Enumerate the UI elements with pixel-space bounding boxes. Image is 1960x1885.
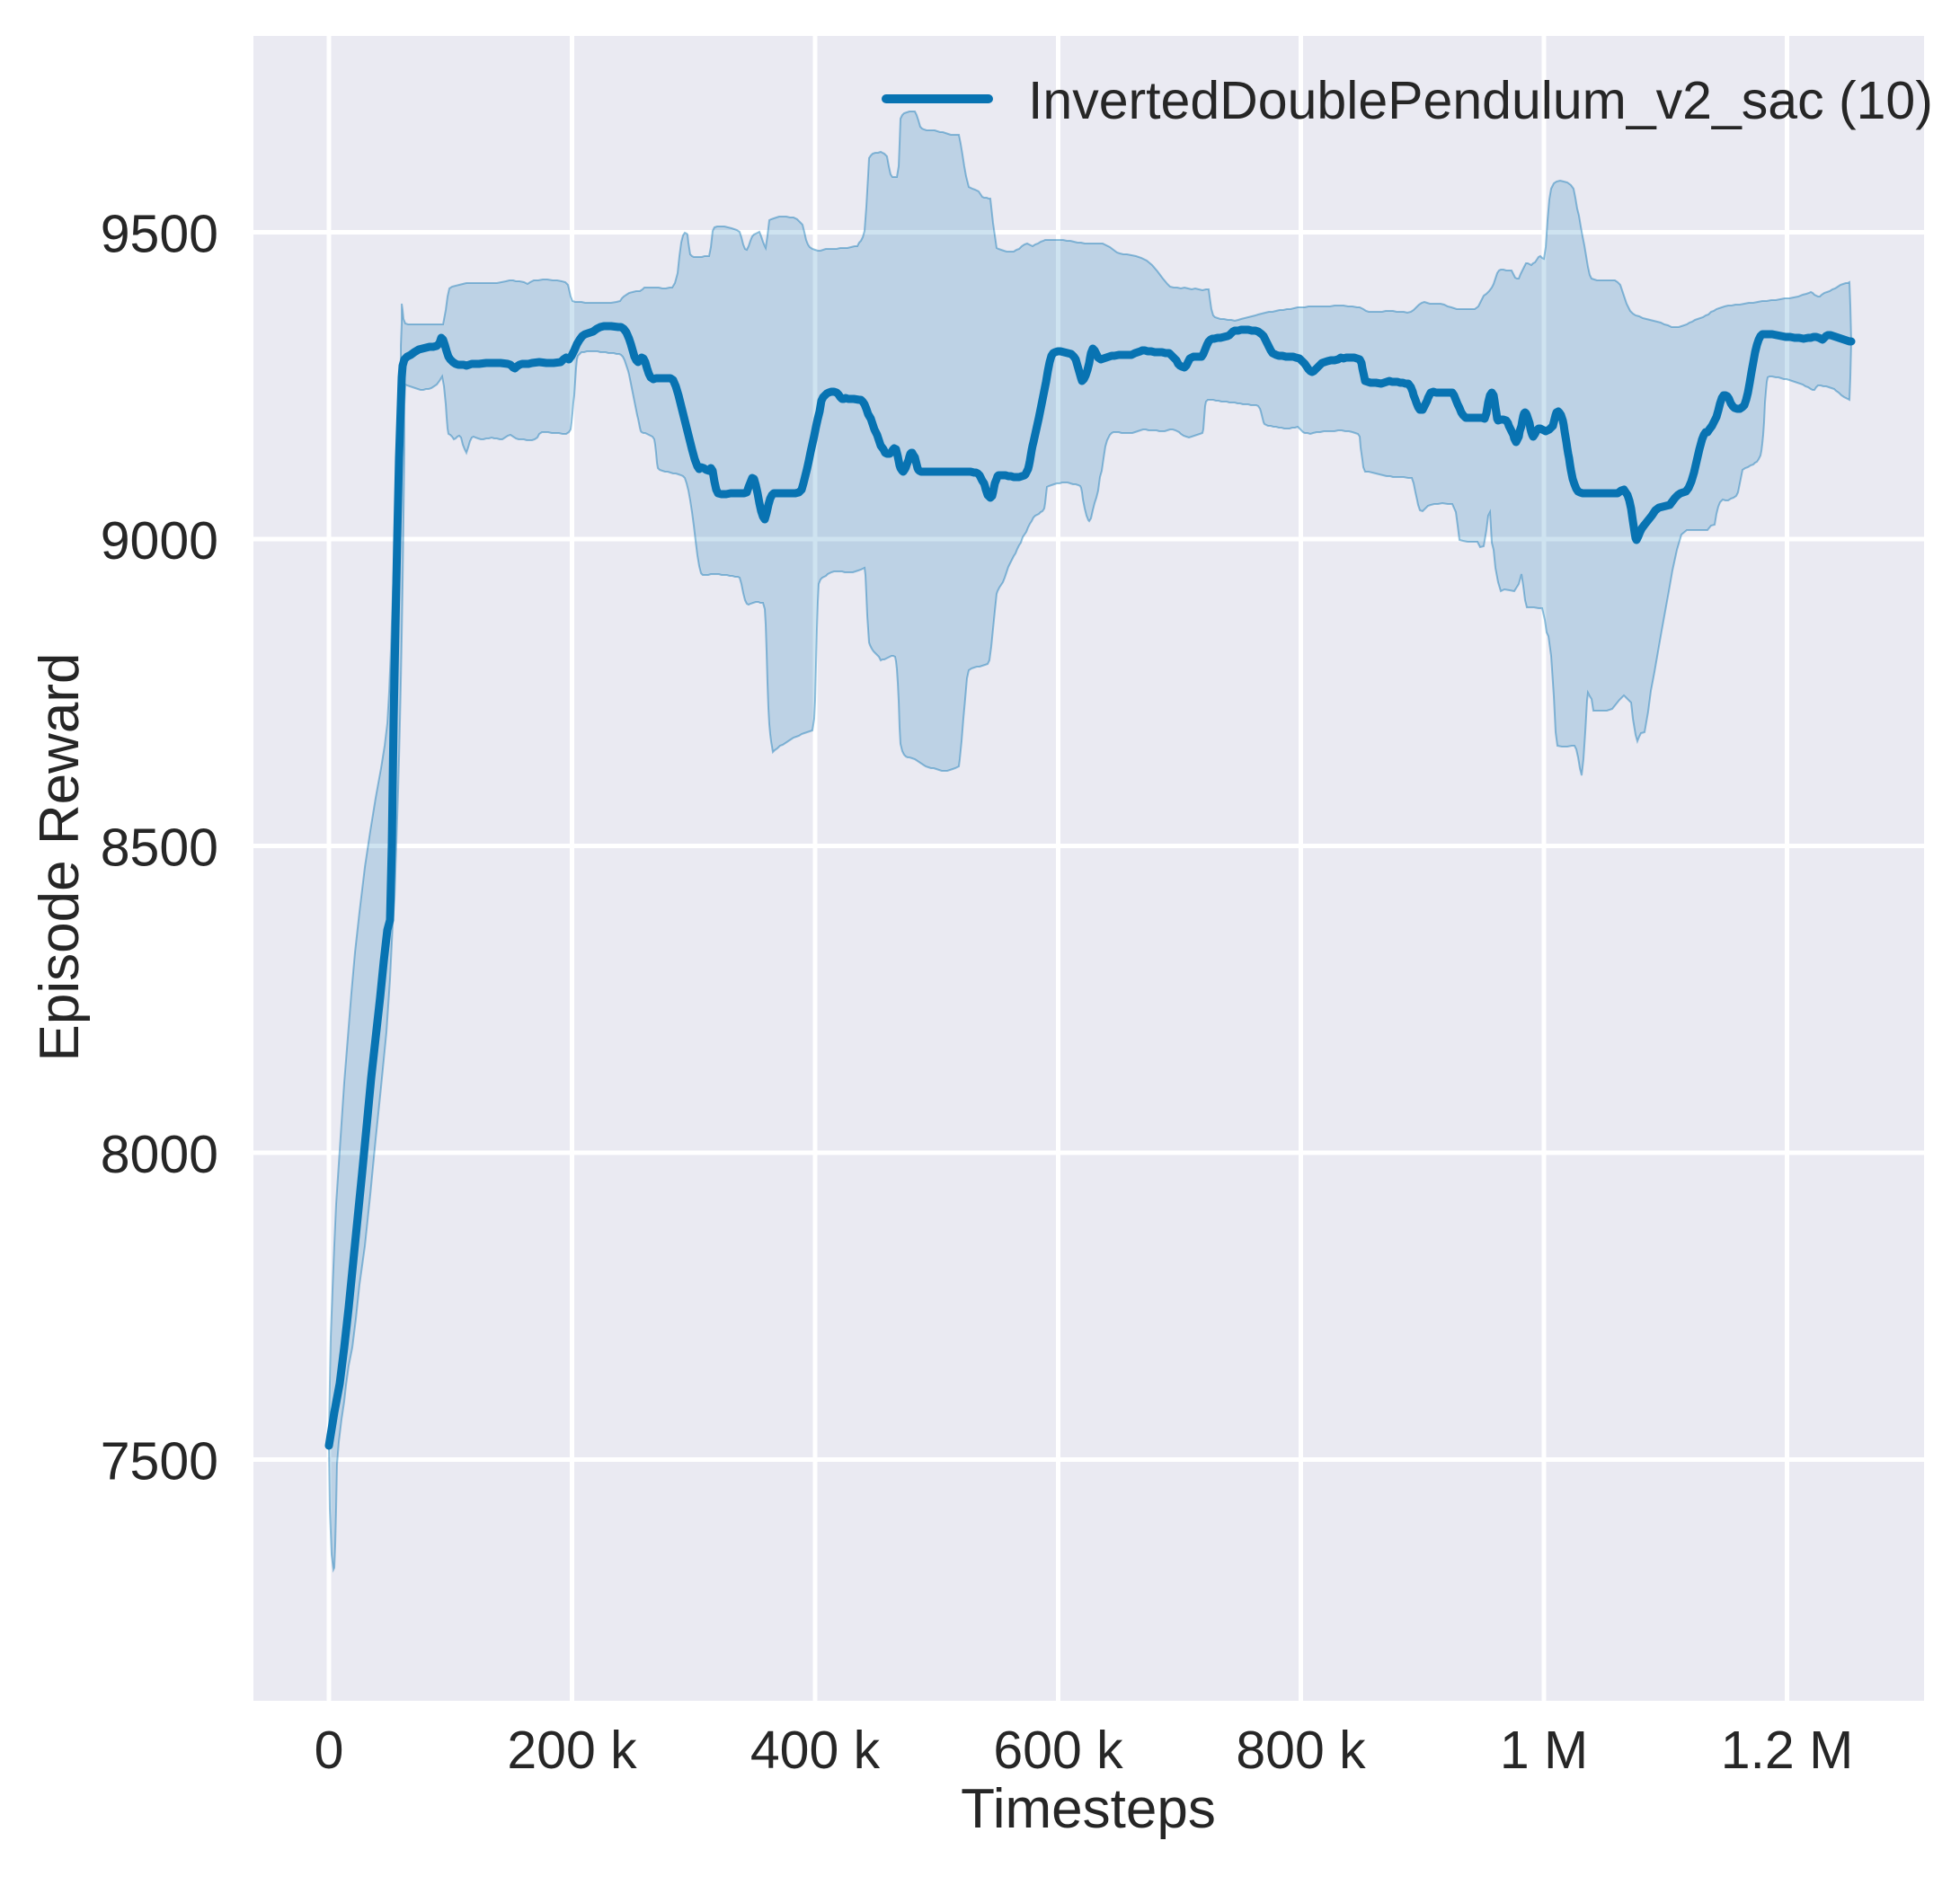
svg-text:800 k: 800 k <box>1236 1721 1366 1780</box>
svg-text:InvertedDoublePendulum_v2_sac: InvertedDoublePendulum_v2_sac (10) <box>1028 71 1933 130</box>
svg-text:600 k: 600 k <box>993 1721 1123 1780</box>
svg-text:8000: 8000 <box>101 1125 218 1184</box>
svg-text:Episode Reward: Episode Reward <box>29 653 91 1062</box>
svg-text:7500: 7500 <box>101 1432 218 1491</box>
svg-text:400 k: 400 k <box>750 1721 881 1780</box>
svg-text:1 M: 1 M <box>1500 1721 1588 1780</box>
svg-text:Timesteps: Timesteps <box>961 1778 1216 1840</box>
svg-text:200 k: 200 k <box>507 1721 637 1780</box>
svg-text:1.2 M: 1.2 M <box>1721 1721 1854 1780</box>
svg-text:9000: 9000 <box>101 511 218 571</box>
svg-text:8500: 8500 <box>101 819 218 878</box>
svg-text:9500: 9500 <box>101 205 218 264</box>
svg-text:0: 0 <box>315 1721 344 1780</box>
